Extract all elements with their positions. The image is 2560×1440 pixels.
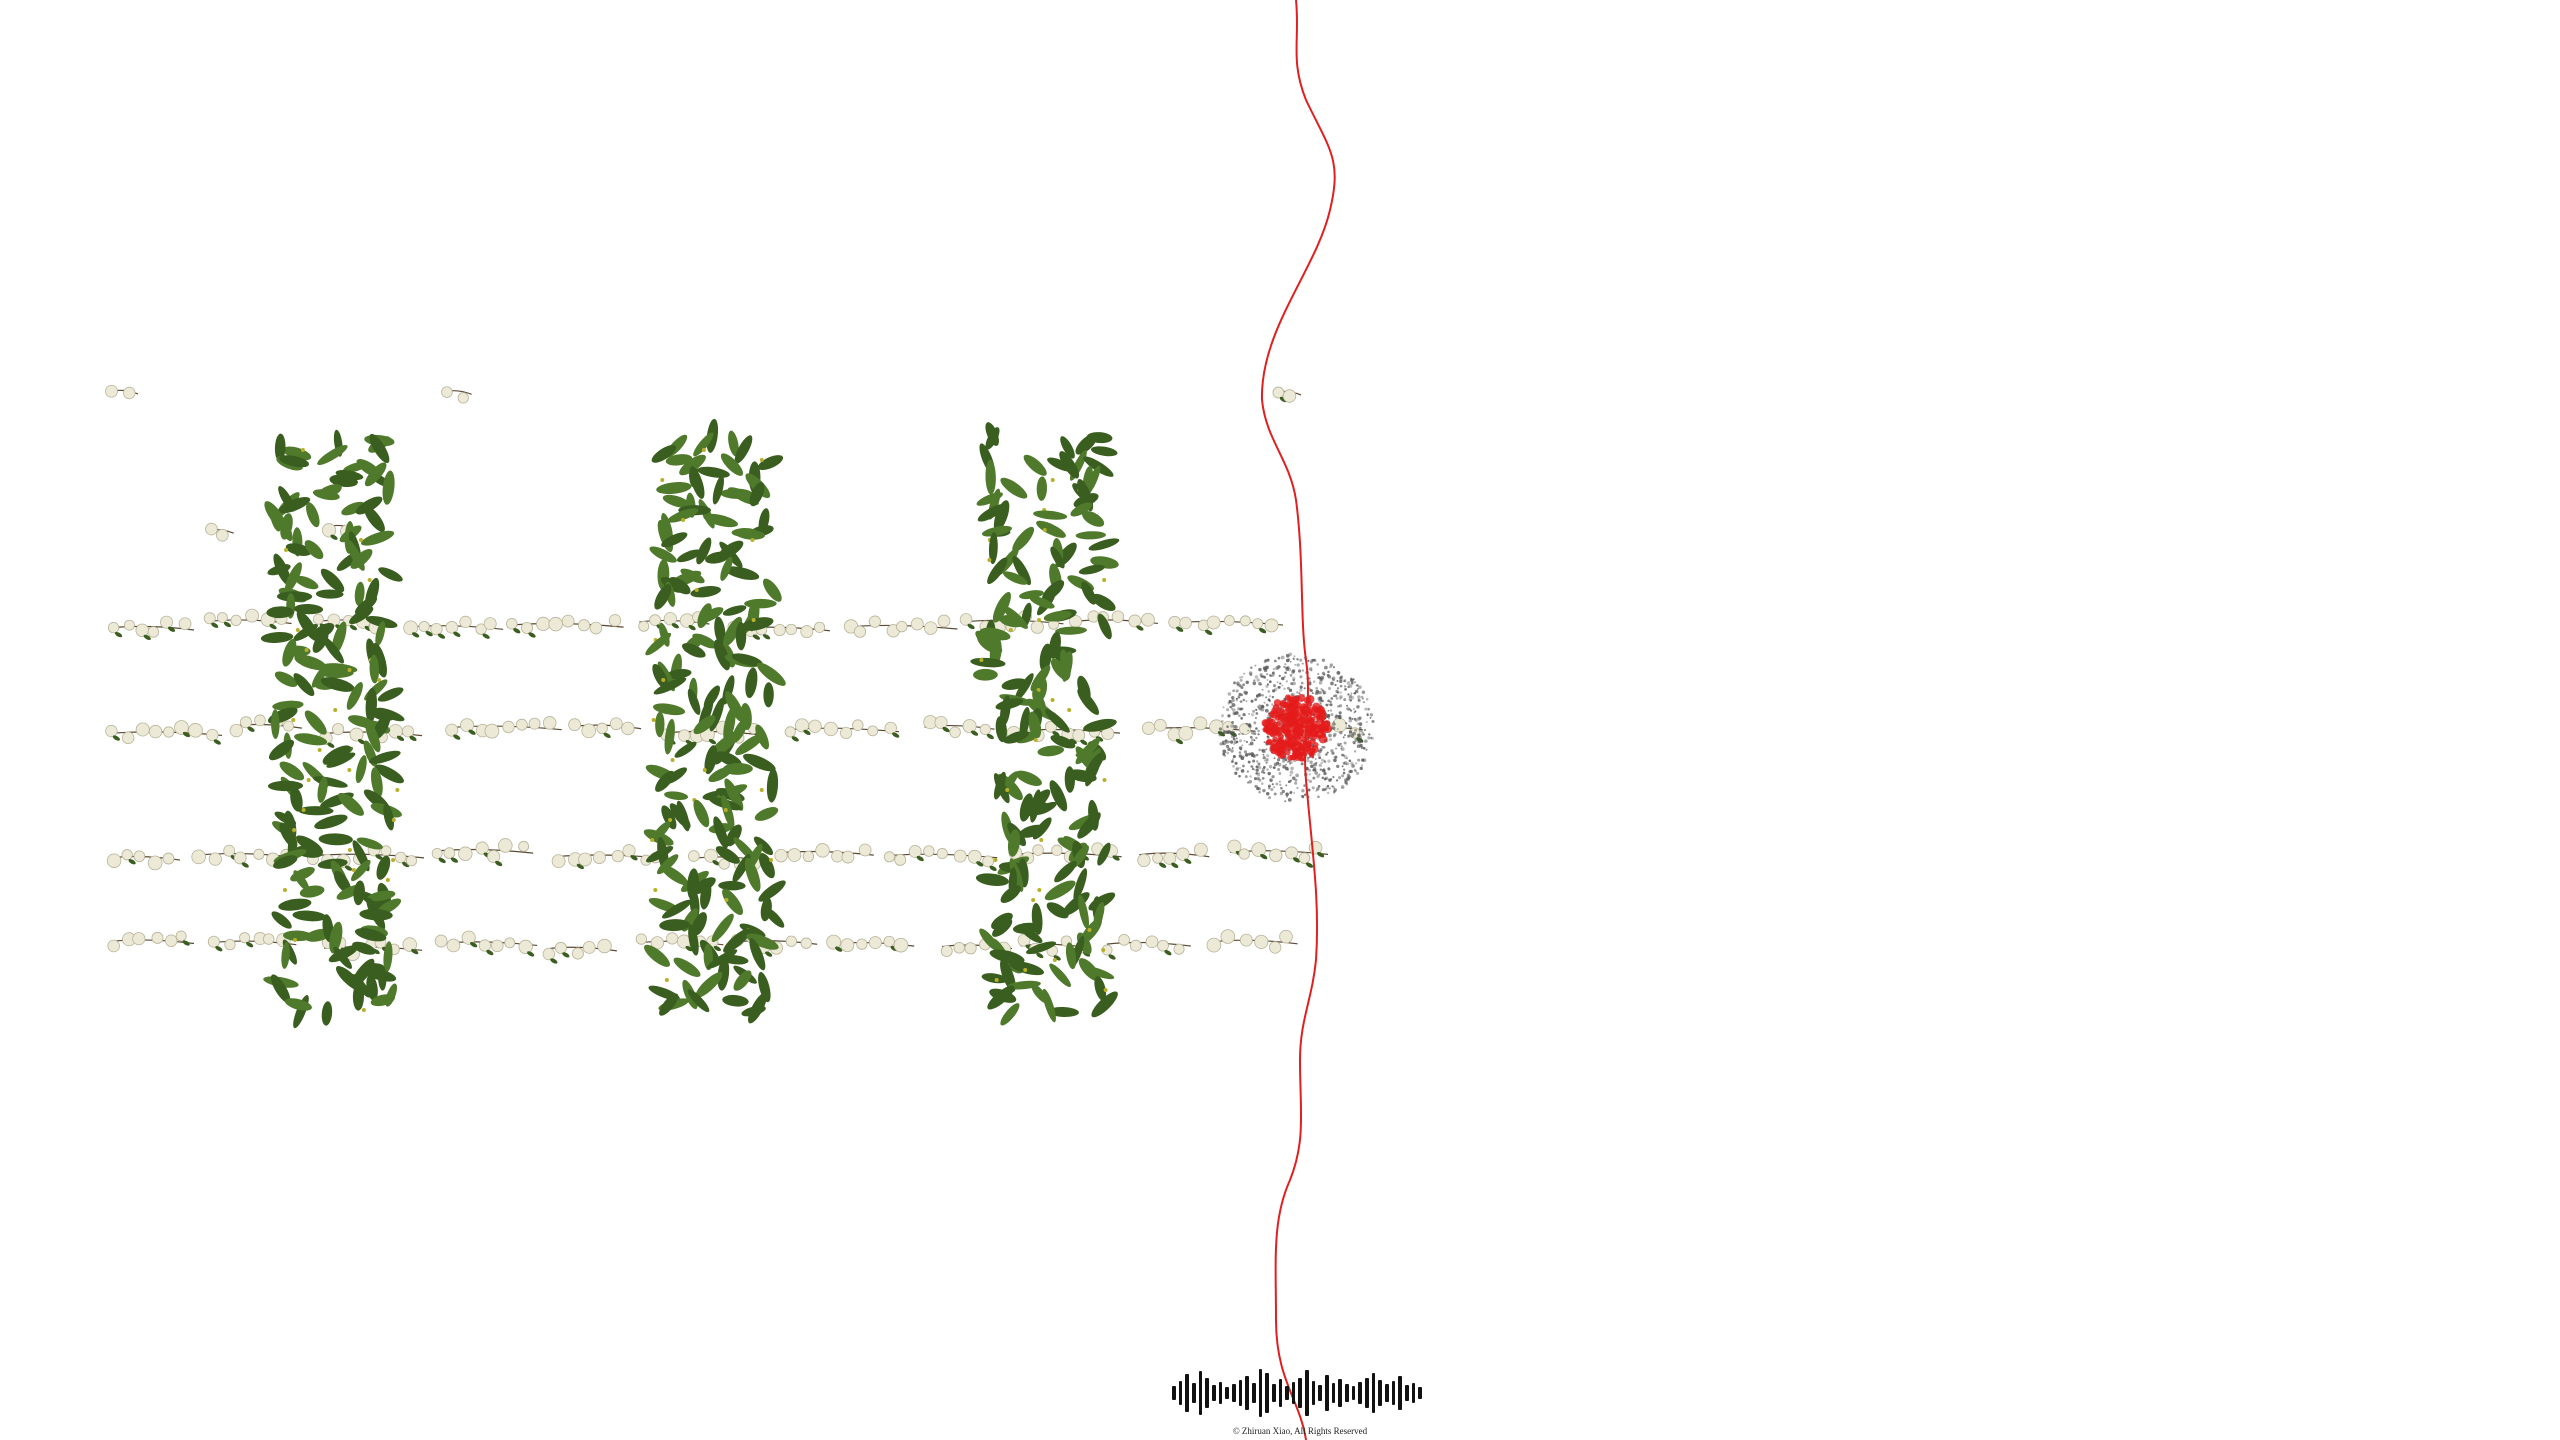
waveform-bar <box>1291 1382 1296 1404</box>
vine-column <box>643 418 786 1024</box>
waveform-bar <box>1371 1373 1376 1413</box>
blossom-sprig <box>1168 615 1284 636</box>
waveform-bar <box>1238 1380 1243 1406</box>
blossom-sprig <box>542 938 617 964</box>
waveform-bar <box>1345 1384 1349 1402</box>
waveform-bar <box>1398 1376 1402 1410</box>
waveform-bar <box>1318 1385 1323 1401</box>
blossom-sprig <box>1206 929 1298 954</box>
blossom-sprig <box>403 615 504 639</box>
blossom-sprig <box>441 386 472 404</box>
blossom-sprig <box>774 843 874 864</box>
waveform-icon[interactable] <box>1172 1366 1422 1420</box>
waveform-bar <box>1404 1385 1409 1401</box>
waveform-bar <box>1211 1385 1216 1401</box>
waveform-bar <box>1285 1386 1289 1400</box>
blossom-sprig <box>205 522 234 542</box>
waveform-bar <box>1225 1387 1229 1399</box>
blossom-sprig <box>784 718 900 742</box>
waveform-bar <box>1278 1379 1283 1407</box>
blossom-sprig <box>107 615 195 640</box>
copyright-text: © Zhiruan Xiao, All Rights Reserved <box>1232 1426 1368 1436</box>
blossom-sprig <box>105 720 223 745</box>
vine-column <box>260 429 405 1029</box>
waveform-bar <box>1265 1373 1269 1413</box>
waveform-bar <box>1331 1383 1336 1403</box>
waveform-bar <box>1358 1382 1363 1404</box>
blossom-sprig <box>203 608 292 630</box>
blossom-sprig <box>1137 842 1210 868</box>
blossom-sprig <box>826 934 915 953</box>
waveform-bar <box>1198 1371 1203 1415</box>
blossom-sprig <box>568 717 642 739</box>
waveform-bar <box>1185 1374 1189 1412</box>
blossom-sprig <box>883 845 998 872</box>
waveform-bar <box>1325 1375 1329 1411</box>
waveform-bar <box>1205 1378 1209 1408</box>
blossom-sprig <box>229 714 302 738</box>
red-thread <box>1260 0 1336 1440</box>
waveform-bar <box>1418 1387 1422 1399</box>
waveform-bar <box>1245 1376 1249 1410</box>
waveform-bar <box>1385 1384 1389 1402</box>
waveform-bar <box>1338 1379 1343 1407</box>
waveform-bar <box>1378 1380 1382 1406</box>
waveform-bar <box>1258 1369 1263 1417</box>
blossom-sprig <box>1272 386 1302 403</box>
blossom-sprig <box>923 715 995 740</box>
waveform-bar <box>1365 1378 1369 1408</box>
vine-column <box>970 422 1120 1026</box>
blossom-sprig <box>445 716 562 740</box>
blossom-sprig <box>1141 716 1256 745</box>
waveform-bar <box>1298 1378 1303 1408</box>
waveform-bar <box>1411 1383 1416 1403</box>
waveform-bar <box>1172 1386 1176 1400</box>
waveform-bar <box>1271 1384 1276 1402</box>
waveform-bar <box>1305 1370 1309 1416</box>
waveform-bar <box>1351 1386 1356 1400</box>
waveform-bar <box>1311 1381 1316 1405</box>
waveform-bar <box>1251 1383 1256 1403</box>
blossom-sprig <box>106 849 181 871</box>
waveform-bar <box>1231 1384 1236 1402</box>
blossom-sprig <box>506 614 624 638</box>
waveform-bar <box>1178 1381 1183 1405</box>
blossom-sprig <box>431 838 534 867</box>
blossom-sprig <box>107 930 195 953</box>
vine-columns <box>260 418 1120 1029</box>
waveform-bar <box>1218 1382 1223 1404</box>
waveform-bar <box>1391 1381 1396 1405</box>
blossom-sprig <box>638 611 710 632</box>
waveform-bar <box>1191 1383 1196 1403</box>
blossom-sprig <box>105 384 139 400</box>
blossom-sprig <box>1101 934 1192 960</box>
blossom-sprig <box>434 930 538 957</box>
blossom-sprig <box>843 614 958 638</box>
